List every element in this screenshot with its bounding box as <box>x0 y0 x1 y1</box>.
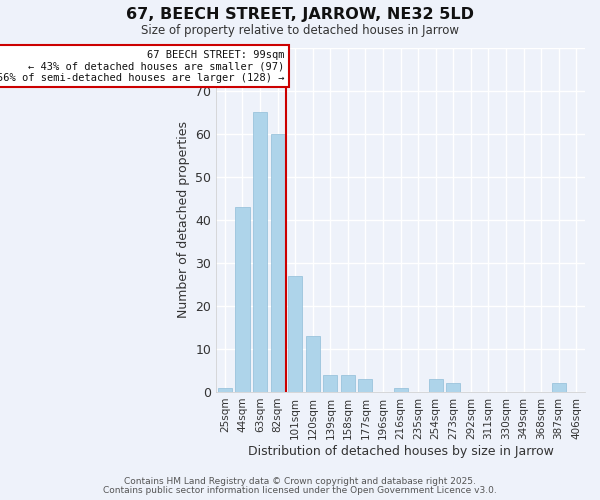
Bar <box>358 379 373 392</box>
Y-axis label: Number of detached properties: Number of detached properties <box>177 121 190 318</box>
Bar <box>271 134 284 392</box>
Bar <box>428 379 443 392</box>
Bar <box>235 207 250 392</box>
Bar <box>341 374 355 392</box>
Bar <box>551 384 566 392</box>
Bar <box>306 336 320 392</box>
Bar <box>446 384 460 392</box>
Bar <box>253 112 267 392</box>
Bar <box>218 388 232 392</box>
Text: 67, BEECH STREET, JARROW, NE32 5LD: 67, BEECH STREET, JARROW, NE32 5LD <box>126 8 474 22</box>
Bar <box>394 388 407 392</box>
Bar <box>323 374 337 392</box>
Bar <box>288 276 302 392</box>
Text: Size of property relative to detached houses in Jarrow: Size of property relative to detached ho… <box>141 24 459 37</box>
X-axis label: Distribution of detached houses by size in Jarrow: Distribution of detached houses by size … <box>248 444 554 458</box>
Text: Contains public sector information licensed under the Open Government Licence v3: Contains public sector information licen… <box>103 486 497 495</box>
Text: Contains HM Land Registry data © Crown copyright and database right 2025.: Contains HM Land Registry data © Crown c… <box>124 477 476 486</box>
Text: 67 BEECH STREET: 99sqm
← 43% of detached houses are smaller (97)
56% of semi-det: 67 BEECH STREET: 99sqm ← 43% of detached… <box>0 50 284 83</box>
